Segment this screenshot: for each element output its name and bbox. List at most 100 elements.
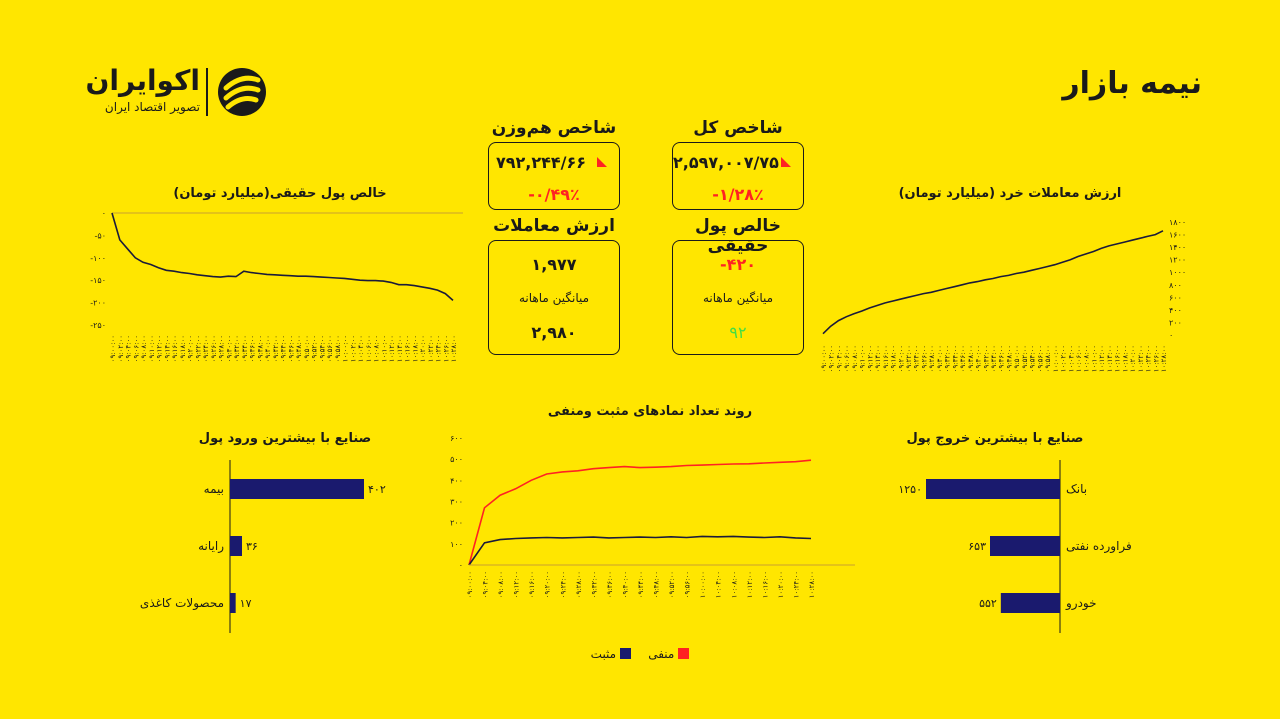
x-tick-label: ۱۰:۲۸:۰۰ (450, 335, 458, 362)
y-tick-label: ۱۶۰۰ (1169, 231, 1186, 240)
x-tick-label: ۰۹:۱۸:۰۰ (179, 335, 187, 362)
x-tick-label: ۱۰:۰۴:۰۰ (357, 335, 365, 362)
data-label: ۳۶ (246, 540, 258, 553)
equal-index-label: شاخص هم‌وزن (491, 118, 617, 138)
logo: اکوایران تصویر اقتصاد ایران (86, 62, 268, 122)
x-tick-label: ۱۰:۰۶:۰۰ (365, 335, 373, 362)
x-tick-label: ۰۹:۳۰:۰۰ (225, 335, 233, 362)
legend-item-positive: مثبت (591, 647, 632, 661)
bar (926, 479, 1060, 499)
x-tick-label: ۰۹:۲۲:۰۰ (194, 335, 202, 362)
x-tick-label: ۰۹:۵۶:۰۰ (326, 335, 334, 362)
data-label: ۱۲۵۰ (898, 483, 922, 496)
x-tick-label: ۰۹:۰۲:۰۰ (828, 345, 836, 372)
inflow-title: صنایع با بیشترین ورود پول (198, 431, 372, 446)
down-arrow-icon (781, 157, 791, 167)
series-line-1 (468, 535, 812, 566)
data-label: ۶۵۳ (968, 540, 986, 553)
x-tick-label: ۰۹:۱۸:۰۰ (890, 345, 898, 372)
x-tick-label: ۰۹:۲۲:۰۰ (905, 345, 913, 372)
logo-subtitle: تصویر اقتصاد ایران (104, 100, 200, 114)
x-tick-label: ۰۹:۳۲:۰۰ (233, 335, 241, 362)
total-index-value: ۲,۵۹۷,۰۰۷/۷۵ (673, 153, 779, 172)
total-index-card: ۲,۵۹۷,۰۰۷/۷۵ -۱/۲۸٪ (672, 142, 804, 210)
x-tick-label: ۰۹:۲۶:۰۰ (920, 345, 928, 372)
outflow-title: صنایع با بیشترین خروج پول (906, 431, 1084, 446)
x-tick-label: ۱۰:۰۶:۰۰ (1075, 345, 1083, 372)
x-tick-label: ۰۹:۵۶:۰۰ (684, 571, 692, 598)
x-tick-label: ۱۰:۱۶:۰۰ (404, 335, 412, 362)
y-tick-label: ۲۰۰ (450, 519, 463, 528)
x-tick-label: ۱۰:۲۸:۰۰ (808, 571, 816, 598)
equal-index-change: -۰/۴۹٪ (528, 185, 580, 204)
category-label: بانک (1066, 482, 1087, 496)
series-line-0 (111, 212, 454, 301)
x-tick-label: ۰۹:۵۲:۰۰ (668, 571, 676, 598)
pos-neg-chart: ۰ ۱۰۰ ۲۰۰ ۳۰۰ ۴۰۰ ۵۰۰ ۶۰۰ ۰۹:۰۰:۰۰ ۰۹:۰۴:۰۰ ۰۹:۰۸… (450, 434, 855, 598)
page-title: نیمه بازار (1062, 66, 1202, 101)
category-label: محصولات کاغذی (140, 596, 224, 611)
x-tick-label: ۱۰:۰۴:۰۰ (1067, 345, 1075, 372)
x-tick-label: ۰۹:۳۴:۰۰ (241, 335, 249, 362)
y-tick-label: ۴۰۰ (1169, 306, 1182, 315)
y-tick-label: -۲۵۰ (90, 321, 106, 330)
x-tick-label: ۱۰:۱۸:۰۰ (1121, 345, 1129, 372)
legend: منفی مثبت (540, 644, 740, 663)
x-tick-label: ۰۹:۲۰:۰۰ (187, 335, 195, 362)
x-tick-label: ۰۹:۳۸:۰۰ (256, 335, 264, 362)
y-tick-label: ۰ (102, 209, 106, 218)
x-tick-label: ۱۰:۲۶:۰۰ (1152, 345, 1160, 372)
x-tick-label: ۰۹:۰۰:۰۰ (466, 571, 474, 598)
x-tick-label: ۰۹:۵۴:۰۰ (1029, 345, 1037, 372)
x-tick-label: ۰۹:۳۴:۰۰ (951, 345, 959, 372)
x-tick-label: ۰۹:۰۲:۰۰ (117, 335, 125, 362)
x-tick-label: ۰۹:۴۸:۰۰ (653, 571, 661, 598)
legend-item-negative: منفی (648, 647, 690, 661)
x-tick-label: ۱۰:۰۴:۰۰ (715, 571, 723, 598)
x-tick-label: ۰۹:۲۸:۰۰ (575, 571, 583, 598)
x-tick-label: ۰۹:۰۸:۰۰ (140, 335, 148, 362)
legend-swatch-negative (678, 648, 690, 659)
x-tick-label: ۱۰:۰۲:۰۰ (1060, 345, 1068, 372)
pos-neg-title: روند تعداد نمادهای مثبت ومنفی (547, 404, 753, 419)
category-label: رایانه (198, 539, 224, 554)
y-tick-label: ۵۰۰ (450, 455, 463, 464)
x-tick-label: ۱۰:۰۰:۰۰ (699, 571, 707, 598)
equal-index-value: ۷۹۲,۲۴۴/۶۶ (495, 153, 587, 172)
x-tick-label: ۰۹:۴۲:۰۰ (982, 345, 990, 372)
bar (1000, 593, 1060, 613)
x-tick-label: ۱۰:۰۸:۰۰ (373, 335, 381, 362)
x-tick-label: ۰۹:۲۴:۰۰ (913, 345, 921, 372)
bar (230, 479, 364, 499)
x-tick-label: ۰۹:۱۲:۰۰ (156, 335, 164, 362)
x-tick-label: ۱۰:۲۴:۰۰ (435, 335, 443, 362)
trade-value-label: ارزش معاملات (493, 216, 615, 236)
x-tick-label: ۰۹:۴۸:۰۰ (1005, 345, 1013, 372)
y-tick-label: ۰ (459, 561, 463, 570)
y-tick-label: ۲۰۰ (1169, 318, 1182, 327)
x-tick-label: ۱۰:۰۰:۰۰ (1052, 345, 1060, 372)
x-tick-label: ۰۹:۴۸:۰۰ (295, 335, 303, 362)
retail-trade-chart: ۰ ۲۰۰ ۴۰۰ ۶۰۰ ۸۰۰ ۱۰۰۰ ۱۲۰۰ ۱۴۰۰ ۱۶۰۰ ۱۸۰۰ ۰۹:۰۰:۰… (820, 218, 1186, 372)
y-tick-label: ۱۲۰۰ (1169, 256, 1186, 265)
x-tick-label: ۱۰:۲۰:۰۰ (419, 335, 427, 362)
x-tick-label: ۰۹:۳۲:۰۰ (944, 345, 952, 372)
trade-value-value: ۱,۹۷۷ (531, 255, 577, 274)
y-tick-label: -۱۵۰ (90, 276, 106, 285)
x-tick-label: ۱۰:۰۲:۰۰ (349, 335, 357, 362)
x-tick-label: ۰۹:۱۰:۰۰ (148, 335, 156, 362)
x-tick-label: ۰۹:۲۸:۰۰ (928, 345, 936, 372)
x-tick-label: ۱۰:۱۰:۰۰ (1090, 345, 1098, 372)
x-tick-label: ۱۰:۲۴:۰۰ (792, 571, 800, 598)
x-tick-label: ۰۹:۰۶:۰۰ (132, 335, 140, 362)
bar (230, 536, 242, 556)
logo-divider (206, 68, 208, 116)
x-tick-label: ۱۰:۲۰:۰۰ (777, 571, 785, 598)
series-line-0 (468, 459, 812, 566)
y-tick-label: ۶۰۰ (450, 434, 463, 443)
trade-value-avg-value: ۲,۹۸۰ (531, 323, 577, 342)
x-tick-label: ۰۹:۵۰:۰۰ (303, 335, 311, 362)
x-tick-label: ۰۹:۴۰:۰۰ (264, 335, 272, 362)
real-money-avg-label: میانگین ماهانه (702, 291, 774, 305)
